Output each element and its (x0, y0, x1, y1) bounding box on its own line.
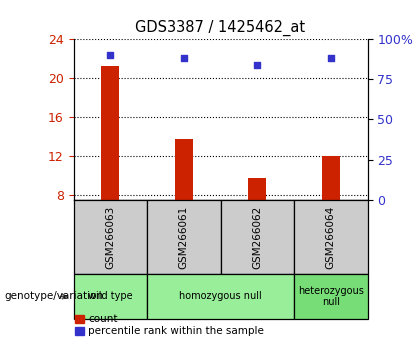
Legend: count, percentile rank within the sample: count, percentile rank within the sample (74, 314, 264, 336)
Text: GSM266064: GSM266064 (326, 206, 336, 269)
Text: wild type: wild type (88, 291, 133, 302)
Bar (147, 200, 220, 274)
Text: GSM266063: GSM266063 (105, 206, 115, 269)
Text: GSM266062: GSM266062 (252, 206, 262, 269)
Text: heterozygous
null: heterozygous null (298, 286, 364, 307)
Text: genotype/variation: genotype/variation (4, 291, 103, 302)
Text: homozygous null: homozygous null (179, 291, 262, 302)
Text: GSM266061: GSM266061 (179, 206, 189, 269)
Point (254, 62, 260, 68)
Bar (294, 200, 368, 274)
Bar (147, 274, 294, 319)
Point (328, 56, 334, 61)
Point (181, 56, 187, 61)
Bar (101, 66, 119, 200)
Bar (322, 156, 340, 200)
Bar (248, 178, 266, 200)
Bar (74, 200, 147, 274)
Point (107, 52, 113, 58)
Title: GDS3387 / 1425462_at: GDS3387 / 1425462_at (135, 20, 306, 36)
Bar (175, 138, 193, 200)
Bar (294, 274, 368, 319)
Bar (74, 274, 147, 319)
Bar (220, 200, 294, 274)
